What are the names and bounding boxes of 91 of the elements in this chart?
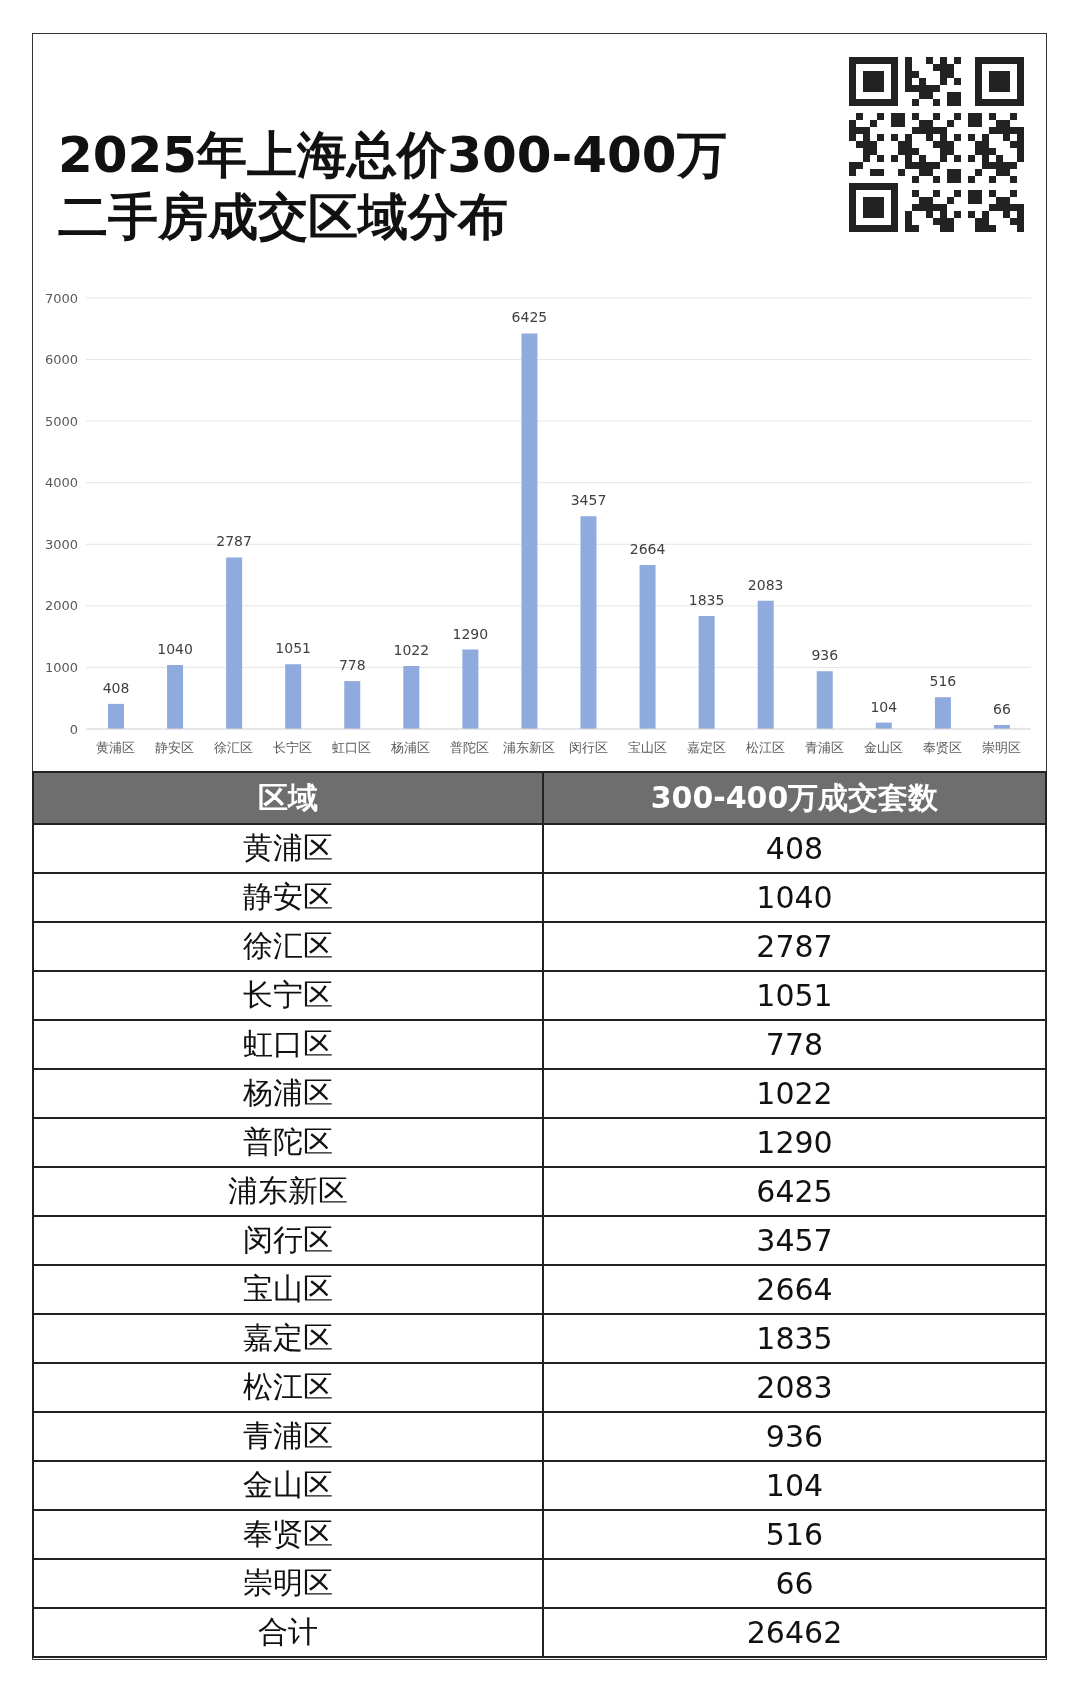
- x-tick-label: 崇明区: [981, 740, 1021, 756]
- data-label: 778: [543, 1020, 1046, 1069]
- y-tick-label: 0: [69, 721, 78, 737]
- data-label: 1040: [157, 640, 193, 657]
- data-label: 2664: [543, 1265, 1046, 1314]
- data-label: 1051: [275, 640, 312, 657]
- y-tick-label: 2000: [44, 598, 78, 614]
- data-label: 2083: [543, 1363, 1046, 1412]
- data-label: 104: [870, 698, 898, 715]
- data-label: 778: [338, 657, 366, 674]
- data-label: 1290: [452, 625, 489, 642]
- x-tick-label: 虹口区: [332, 740, 372, 756]
- text: 区域: [33, 772, 543, 824]
- y-tick-label: 4000: [44, 475, 78, 491]
- category-label: 杨浦区: [33, 1069, 543, 1118]
- category-label: 奉贤区: [33, 1510, 543, 1559]
- bar: [580, 516, 597, 729]
- x-tick-label: 奉贤区: [922, 740, 962, 756]
- data-label: 6425: [511, 309, 548, 326]
- data-label: 408: [102, 679, 130, 696]
- category-label: 浦东新区: [33, 1167, 543, 1216]
- data-label: 3457: [570, 492, 607, 509]
- category-label: 崇明区: [33, 1559, 543, 1608]
- x-tick-label: 徐汇区: [214, 740, 254, 756]
- category-label: 黄浦区: [33, 824, 543, 873]
- x-tick-label: 黄浦区: [96, 740, 136, 756]
- data-label: 2787: [543, 922, 1046, 971]
- data-label: 66: [543, 1559, 1046, 1608]
- category-label: 普陀区: [33, 1118, 543, 1167]
- category-label: 虹口区: [33, 1020, 543, 1069]
- bar: [108, 703, 124, 729]
- data-label: 1835: [543, 1314, 1046, 1363]
- data-label: 66: [993, 700, 1011, 717]
- y-tick-label: 6000: [44, 352, 78, 368]
- category-label: 合计: [33, 1608, 543, 1657]
- x-tick-label: 浦东新区: [502, 740, 555, 756]
- data-label: 2664: [629, 540, 666, 557]
- category-label: 金山区: [33, 1461, 543, 1510]
- data-label: 1290: [543, 1118, 1046, 1167]
- x-tick-label: 嘉定区: [686, 740, 726, 756]
- x-tick-label: 松江区: [745, 740, 785, 756]
- bar: [226, 557, 243, 729]
- y-tick-label: 3000: [44, 536, 78, 552]
- category-label: 青浦区: [33, 1412, 543, 1461]
- bar: [167, 664, 184, 729]
- category-label: 松江区: [33, 1363, 543, 1412]
- bar: [403, 666, 420, 729]
- data-label: 408: [543, 824, 1046, 873]
- x-tick-label: 普陀区: [450, 740, 490, 756]
- bar: [344, 681, 361, 729]
- data-label: 1022: [393, 642, 430, 659]
- x-tick-label: 长宁区: [273, 740, 313, 756]
- data-label: 6425: [543, 1167, 1046, 1216]
- category-label: 嘉定区: [33, 1314, 543, 1363]
- bar: [521, 333, 538, 729]
- data-label: 3457: [543, 1216, 1046, 1265]
- x-tick-label: 青浦区: [804, 740, 844, 756]
- x-tick-label: 静安区: [155, 740, 195, 756]
- data-label: 1835: [688, 592, 725, 609]
- text: 300-400万成交套数: [543, 772, 1046, 824]
- x-tick-label: 杨浦区: [390, 740, 431, 756]
- x-tick-label: 宝山区: [627, 740, 667, 756]
- bar: [462, 649, 479, 729]
- data-label: 516: [543, 1510, 1046, 1559]
- data-label: 2787: [216, 533, 252, 550]
- bar: [285, 664, 302, 729]
- category-label: 徐汇区: [33, 922, 543, 971]
- category-label: 宝山区: [33, 1265, 543, 1314]
- data-label: 936: [543, 1412, 1046, 1461]
- bar: [698, 616, 715, 729]
- bar: [757, 600, 774, 729]
- data-label: 1051: [543, 971, 1046, 1020]
- chart-title: 2025年上海总价300-400万二手房成交区域分布: [58, 125, 728, 248]
- data-label: 104: [543, 1461, 1046, 1510]
- y-tick-label: 5000: [44, 413, 78, 429]
- data-label: 1022: [543, 1069, 1046, 1118]
- data-label: 1040: [543, 873, 1046, 922]
- data-label: 2083: [747, 576, 784, 593]
- bar: [816, 671, 833, 729]
- y-tick-label: 7000: [44, 290, 78, 306]
- data-label: 936: [811, 647, 839, 664]
- x-tick-label: 闵行区: [568, 740, 608, 756]
- y-tick-label: 1000: [44, 660, 78, 676]
- x-tick-label: 金山区: [863, 740, 903, 756]
- bar: [934, 697, 951, 729]
- category-label: 静安区: [33, 873, 543, 922]
- category-label: 长宁区: [33, 971, 543, 1020]
- bar: [639, 564, 656, 729]
- data-label: 26462: [543, 1608, 1046, 1657]
- category-label: 闵行区: [33, 1216, 543, 1265]
- data-label: 516: [929, 673, 957, 690]
